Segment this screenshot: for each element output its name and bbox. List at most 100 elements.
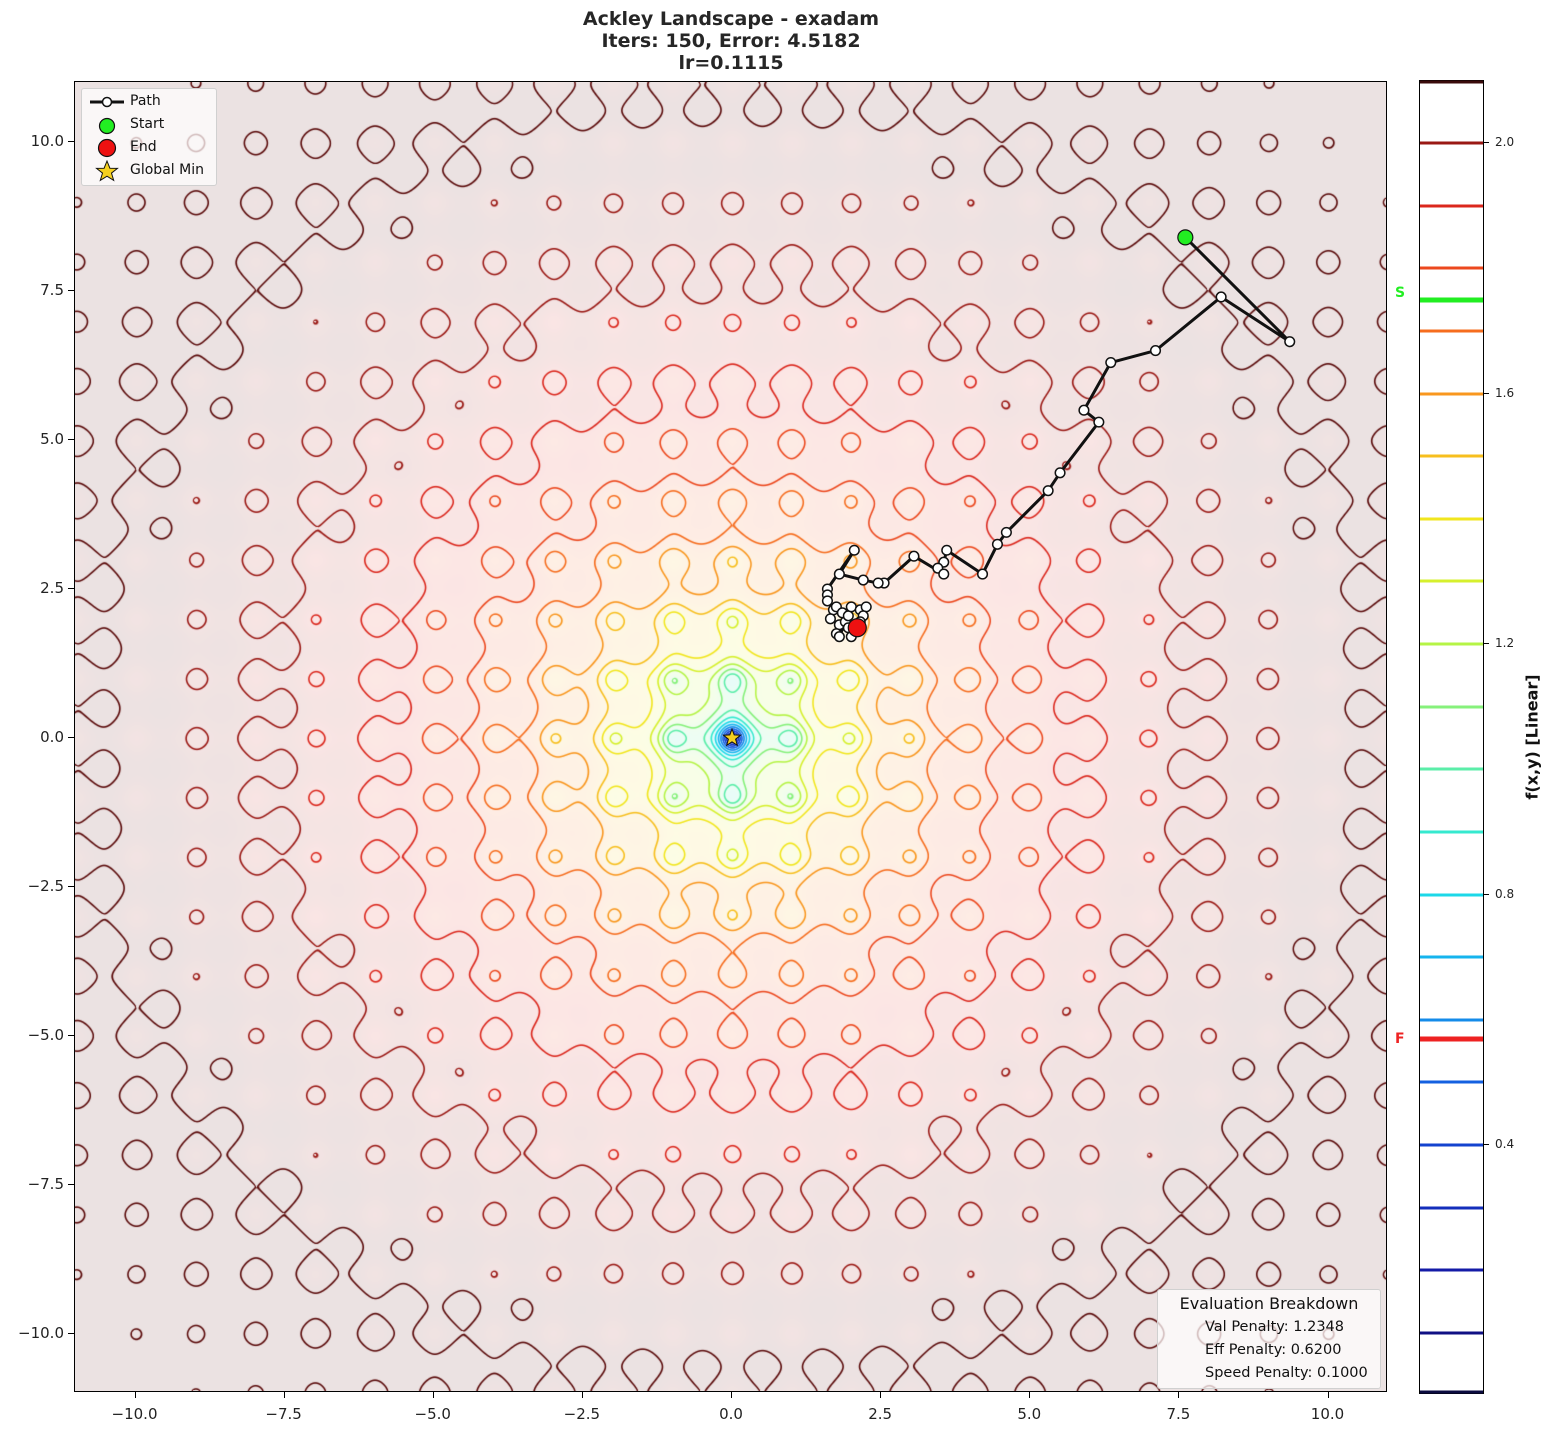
val-penalty: Val Penalty: 1.2348 (1205, 1319, 1345, 1335)
evaluation-breakdown-box: Evaluation Breakdown Val Penalty: 1.2348… (1157, 1289, 1381, 1389)
eff-penalty: Eff Penalty: 0.6200 (1205, 1342, 1342, 1358)
colorbar-level-line (1420, 830, 1483, 834)
path-point (1149, 345, 1162, 357)
optimizer-path-overlay (722, 229, 1296, 747)
path-point (821, 595, 833, 607)
path-point (848, 544, 860, 556)
colorbar-level-line (1420, 705, 1483, 709)
legend: Path Start End Global Min (81, 88, 217, 186)
breakdown-title: Evaluation Breakdown (1179, 1294, 1359, 1313)
path-point (1054, 467, 1066, 479)
x-tick-label: 5.0 (1017, 1405, 1042, 1423)
colorbar-edge-line (1420, 1390, 1483, 1394)
x-tick-label: 7.5 (1166, 1405, 1191, 1423)
x-tick-mark (432, 1392, 434, 1398)
path-point (1105, 356, 1117, 369)
path-point (908, 550, 920, 562)
x-tick-mark (1178, 1392, 1180, 1398)
legend-item-start: Start (82, 114, 216, 136)
path-point (991, 538, 1003, 550)
path-point (1215, 291, 1227, 303)
path-point (860, 601, 872, 613)
colorbar-level-line (1420, 767, 1483, 771)
x-tick-label: 10.0 (1310, 1405, 1345, 1423)
colorbar-level-line (1420, 141, 1483, 145)
y-tick-mark (68, 588, 74, 589)
y-tick-label: 2.5 (40, 579, 64, 597)
y-tick-mark (68, 886, 74, 887)
path-point (857, 574, 869, 586)
x-tick-label: 2.5 (868, 1405, 893, 1423)
colorbar-level-line (1420, 392, 1483, 395)
path-point (938, 568, 950, 580)
x-tick-mark (1327, 1392, 1329, 1398)
colorbar-start-marker-label: S (1395, 285, 1406, 301)
colorbar-tick-label: 0.4 (1495, 1137, 1515, 1151)
colorbar-level-line (1420, 266, 1483, 270)
y-tick-label: −10.0 (18, 1324, 64, 1342)
title-line-1: Ackley Landscape - exadam (582, 8, 880, 30)
path-point (872, 577, 884, 589)
colorbar-level-line (1420, 1143, 1483, 1147)
global-min-star-icon (722, 727, 742, 747)
path-point (1093, 416, 1105, 428)
path-point (845, 601, 857, 613)
colorbar-level-line (1420, 893, 1483, 896)
y-tick-mark (68, 439, 74, 440)
legend-item-path: Path (82, 91, 216, 113)
x-tick-label: 0.0 (719, 1405, 743, 1423)
path-point (1000, 526, 1012, 538)
y-tick-label: 10.0 (30, 132, 64, 150)
chart-title: Ackley Landscape - exadam Iters: 150, Er… (474, 8, 988, 74)
colorbar-level-line (1420, 204, 1483, 208)
title-line-3: lr=0.1115 (678, 52, 784, 74)
y-tick-label: 5.0 (40, 430, 64, 448)
colorbar-level-line (1420, 1206, 1483, 1210)
colorbar-final-marker-label: F (1395, 1031, 1405, 1047)
y-tick-label: 7.5 (40, 281, 64, 299)
y-tick-label: −2.5 (27, 877, 64, 895)
star-icon (95, 160, 119, 182)
colorbar-marker-s (1420, 297, 1483, 303)
title-line-2: Iters: 150, Error: 4.5182 (601, 30, 861, 52)
colorbar-edge-line (1420, 80, 1483, 84)
colorbar-tick-label: 1.6 (1495, 385, 1515, 400)
x-tick-label: −2.5 (563, 1405, 601, 1423)
colorbar-level-line (1420, 1268, 1483, 1272)
start-marker-icon (98, 117, 116, 135)
y-tick-mark (68, 1035, 74, 1036)
path-point (976, 568, 989, 580)
legend-item-global-min: Global Min (82, 160, 216, 182)
colorbar-level-line (1420, 1080, 1483, 1084)
path-point (833, 631, 845, 643)
y-tick-label: −5.0 (27, 1026, 64, 1044)
path-line-icon (90, 96, 124, 108)
colorbar-level-line (1420, 1331, 1483, 1335)
colorbar-tick-mark (1484, 643, 1489, 644)
colorbar-level-line (1420, 955, 1483, 959)
colorbar-level-line (1420, 329, 1483, 333)
colorbar-tick-label: 0.8 (1495, 886, 1515, 901)
y-tick-label: −7.5 (27, 1175, 64, 1193)
start-marker (1177, 229, 1194, 246)
colorbar-tick-label: 1.2 (1495, 636, 1515, 650)
x-tick-mark (581, 1392, 583, 1398)
colorbar-level-line (1420, 579, 1483, 583)
colorbar-level-line (1420, 642, 1483, 646)
colorbar-tick-mark (1484, 893, 1489, 895)
path-point (824, 613, 836, 625)
path-point (1284, 336, 1296, 348)
colorbar-tick-label: 2.0 (1495, 135, 1515, 149)
end-marker-icon (97, 138, 117, 158)
y-tick-mark (68, 1184, 74, 1185)
x-tick-mark (731, 1392, 732, 1398)
colorbar (1419, 80, 1484, 1394)
plot-area (74, 81, 1387, 1392)
x-tick-mark (880, 1392, 882, 1398)
y-tick-mark (68, 141, 74, 142)
x-tick-label: −10.0 (111, 1405, 158, 1423)
colorbar-level-line (1420, 1018, 1483, 1022)
colorbar-label: f(x,y) [Linear] (1522, 674, 1542, 800)
y-tick-mark (68, 737, 74, 738)
end-marker (847, 618, 867, 638)
